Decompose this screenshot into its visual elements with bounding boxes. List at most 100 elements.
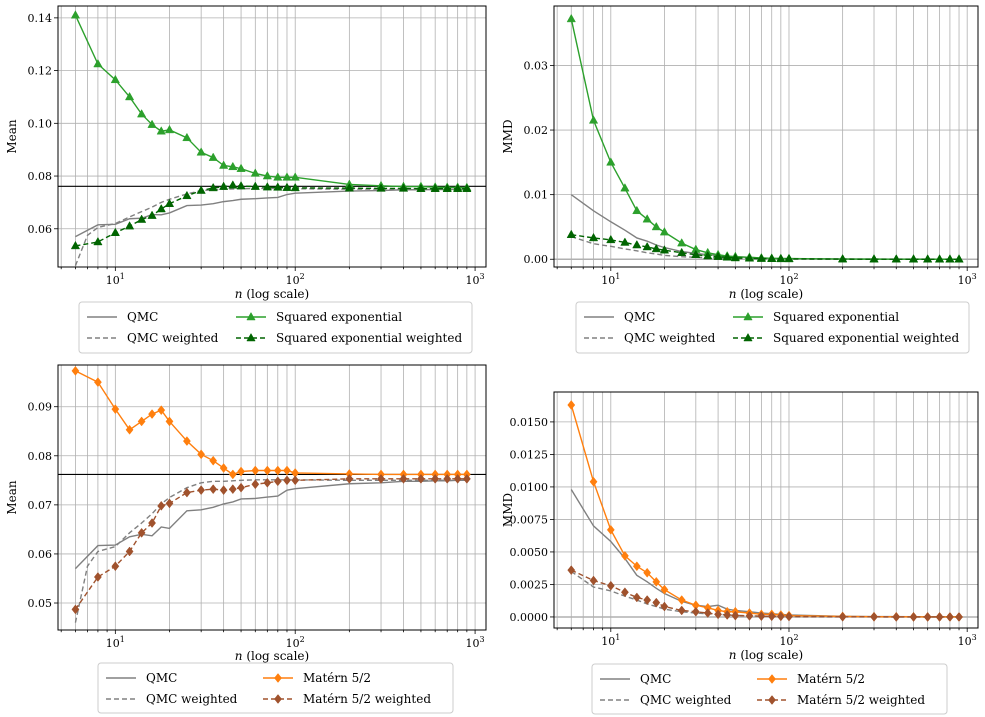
series-1 <box>570 570 960 618</box>
data-point <box>659 227 670 236</box>
data-point <box>273 465 282 476</box>
data-point <box>643 567 652 578</box>
data-point <box>620 587 629 598</box>
legend-item: QMC weighted <box>584 331 716 345</box>
y-tick-label: 0.12 <box>28 65 53 78</box>
x-axis-label: n (log scale) <box>235 649 309 663</box>
y-tick-label: 0.14 <box>28 12 53 25</box>
data-point <box>182 190 192 200</box>
y-tick-label: 0.10 <box>28 117 53 130</box>
data-point <box>660 601 669 612</box>
series-3 <box>566 229 964 263</box>
series-2 <box>567 400 963 622</box>
data-point <box>620 550 629 561</box>
legend-label: QMC weighted <box>640 693 732 707</box>
data-point <box>462 183 472 192</box>
legend-label: Squared exponential weighted <box>276 331 462 345</box>
data-point <box>892 612 901 622</box>
y-tick-label: 0.0050 <box>510 546 549 559</box>
y-tick-label: 0.08 <box>28 450 53 463</box>
data-point <box>838 611 847 622</box>
data-point <box>744 253 755 262</box>
y-tick-label: 0.07 <box>28 499 53 512</box>
data-point <box>237 466 245 477</box>
plot-frame <box>553 5 979 268</box>
data-point <box>703 251 713 260</box>
data-point <box>110 227 120 236</box>
series-line <box>570 569 960 618</box>
data-point <box>723 610 732 620</box>
data-point <box>111 561 120 572</box>
data-point <box>124 91 135 101</box>
legend-label: QMC <box>624 310 655 324</box>
data-point <box>691 249 701 258</box>
plot-frame <box>57 364 487 631</box>
series-line <box>75 370 467 476</box>
series-3 <box>70 180 472 250</box>
data-point <box>197 449 206 460</box>
series-3 <box>71 473 471 615</box>
data-point <box>934 254 945 263</box>
legend-item: Matérn 5/2 weighted <box>757 693 925 707</box>
data-point <box>606 157 616 166</box>
y-tick-label: 0.05 <box>28 597 53 610</box>
data-point <box>767 253 777 262</box>
data-point <box>262 182 272 191</box>
data-point <box>588 115 599 124</box>
legend-item: QMC <box>87 310 158 324</box>
legend-item: Squared exponential weighted <box>733 331 959 345</box>
data-point <box>945 254 955 263</box>
data-point <box>870 611 878 622</box>
series-line <box>571 235 960 260</box>
legend-marker <box>743 332 753 342</box>
data-point <box>209 455 218 466</box>
data-point <box>376 183 386 192</box>
legend-label: Matérn 5/2 weighted <box>303 692 431 706</box>
data-point <box>652 597 661 608</box>
legend-label: Matérn 5/2 <box>303 671 371 685</box>
data-point <box>273 476 282 487</box>
data-point <box>148 518 156 528</box>
y-tick-label: 0.06 <box>28 548 53 561</box>
legend-label: Squared exponential <box>276 310 402 324</box>
legend-frame <box>591 663 948 715</box>
data-point <box>651 221 661 231</box>
y-tick-label: 0.0125 <box>510 448 549 461</box>
series-line <box>75 188 467 238</box>
data-point <box>273 172 283 181</box>
data-point <box>273 182 283 191</box>
legend-item: QMC weighted <box>87 331 219 345</box>
data-point <box>869 254 879 263</box>
x-tick-label: 102 <box>286 272 305 287</box>
data-point <box>606 580 615 591</box>
data-point <box>462 473 471 484</box>
data-point <box>954 254 964 263</box>
data-point <box>722 252 732 261</box>
data-point <box>453 183 463 192</box>
data-point <box>443 473 452 484</box>
data-point <box>652 576 661 587</box>
data-point <box>124 221 135 230</box>
data-point <box>659 245 670 254</box>
data-point <box>589 476 598 487</box>
data-point <box>219 181 229 190</box>
data-point <box>136 109 147 118</box>
legend-label: QMC weighted <box>146 692 238 706</box>
x-tick-label: 103 <box>466 272 485 287</box>
y-tick-label: 0.08 <box>28 170 53 183</box>
data-point <box>677 605 686 616</box>
data-point <box>620 237 630 246</box>
data-point <box>148 409 156 419</box>
legend-label: QMC weighted <box>624 331 716 345</box>
data-point <box>228 180 238 189</box>
data-point <box>417 473 425 484</box>
data-point <box>399 473 408 484</box>
y-tick-label: 0.0100 <box>510 481 549 494</box>
series-0 <box>75 188 467 238</box>
data-point <box>632 592 641 603</box>
data-point <box>776 611 785 622</box>
data-point <box>955 612 963 622</box>
y-tick-label: 0.0000 <box>510 611 549 624</box>
legend-marker <box>246 332 256 342</box>
data-point <box>643 595 652 605</box>
